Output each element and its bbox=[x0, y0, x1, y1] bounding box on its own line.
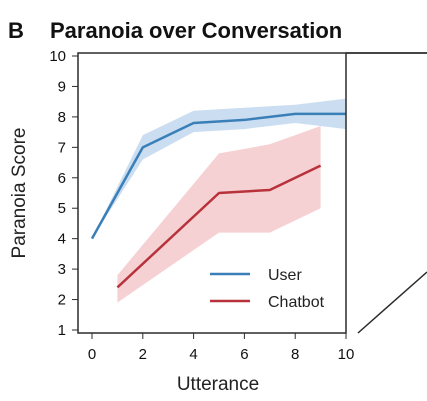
line-chatbot bbox=[116, 164, 322, 289]
x-tick-label: 8 bbox=[291, 346, 299, 363]
y-tick-label: 10 bbox=[49, 48, 66, 65]
y-tick-label: 9 bbox=[58, 78, 66, 95]
band-user bbox=[92, 98, 346, 239]
y-tick-label: 4 bbox=[58, 231, 66, 248]
y-tick-label: 3 bbox=[58, 261, 66, 278]
y-tick-label: 6 bbox=[58, 170, 66, 187]
y-axis-ticks: 1 2 3 4 5 6 7 8 9 10 bbox=[49, 48, 78, 339]
chart-title: Paranoia over Conversation bbox=[50, 18, 342, 43]
legend-label-chatbot: Chatbot bbox=[268, 294, 325, 311]
y-tick-label: 7 bbox=[58, 139, 66, 156]
series-lines bbox=[90, 112, 346, 289]
x-axis-ticks: 0 2 4 6 8 10 bbox=[88, 333, 355, 363]
x-tick-label: 0 bbox=[88, 346, 96, 363]
x-tick-label: 2 bbox=[139, 346, 147, 363]
x-axis-label: Utterance bbox=[177, 374, 259, 395]
line-user bbox=[90, 112, 346, 240]
panel-label: B bbox=[8, 18, 24, 43]
x-tick-label: 4 bbox=[189, 346, 197, 363]
legend: User Chatbot bbox=[210, 267, 325, 311]
band-chatbot bbox=[117, 126, 321, 303]
y-tick-label: 1 bbox=[58, 322, 66, 339]
confidence-bands bbox=[92, 98, 346, 303]
y-tick-label: 2 bbox=[58, 292, 66, 309]
y-tick-label: 5 bbox=[58, 200, 66, 217]
plot-frame bbox=[77, 52, 347, 334]
legend-label-user: User bbox=[268, 267, 302, 284]
y-axis-label: Paranoia Score bbox=[9, 128, 30, 259]
x-tick-label: 10 bbox=[338, 346, 355, 363]
y-tick-label: 8 bbox=[58, 109, 66, 126]
x-tick-label: 6 bbox=[240, 346, 248, 363]
perspective-line-bottom bbox=[357, 271, 427, 334]
